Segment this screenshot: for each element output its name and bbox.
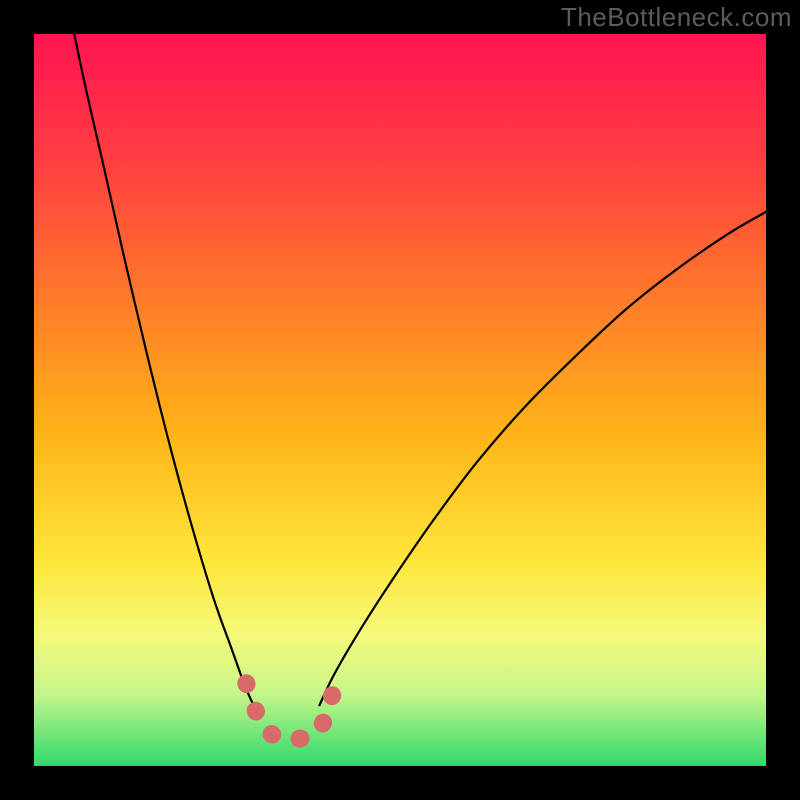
chart-container: TheBottleneck.com bbox=[0, 0, 800, 800]
curve-right-branch bbox=[319, 212, 766, 705]
curve-left-branch bbox=[74, 34, 253, 705]
trough-highlight bbox=[246, 678, 337, 739]
curve-svg bbox=[34, 34, 766, 766]
plot-area bbox=[34, 34, 766, 766]
watermark-text: TheBottleneck.com bbox=[561, 2, 792, 33]
